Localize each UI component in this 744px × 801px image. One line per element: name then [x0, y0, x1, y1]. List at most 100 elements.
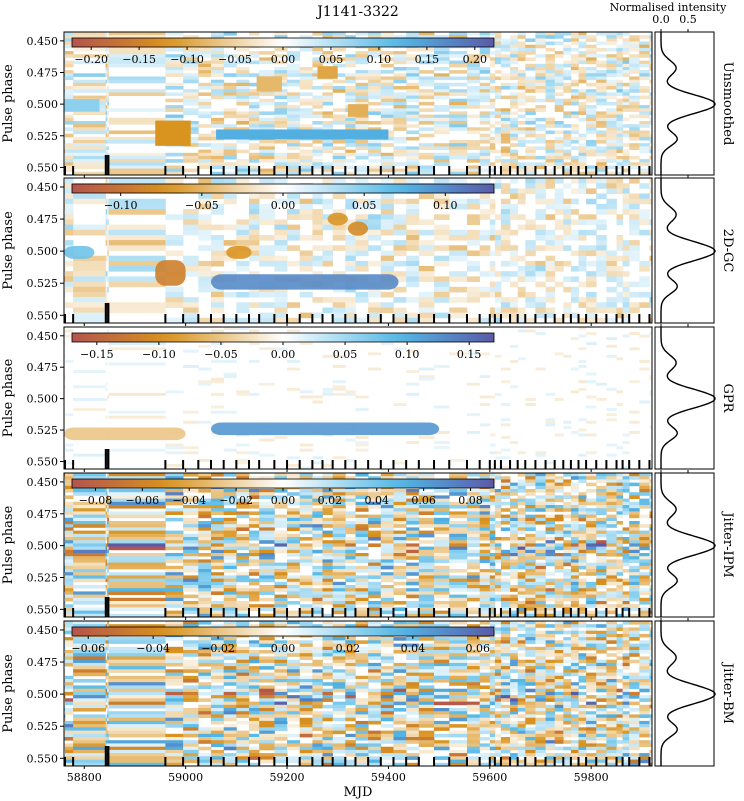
- heatmap-cell: [287, 463, 301, 467]
- heatmap-cell: [299, 209, 313, 215]
- heatmap-cell: [107, 588, 109, 592]
- heatmap-cell: [479, 98, 491, 103]
- heatmap-cell: [525, 117, 536, 122]
- heatmap-cell: [236, 610, 250, 615]
- heatmap-cell: [393, 127, 407, 131]
- heatmap-cell: [494, 133, 502, 138]
- heatmap-cell: [622, 581, 630, 586]
- heatmap-cell: [622, 473, 630, 477]
- heatmap-cell: [355, 121, 369, 125]
- heatmap-cell: [73, 549, 106, 554]
- heatmap-cell: [649, 183, 652, 189]
- colorbar-tick-label: 0.05: [333, 348, 358, 361]
- heatmap-cell: [563, 585, 572, 589]
- heatmap-cell: [65, 524, 74, 528]
- heatmap-cell: [545, 604, 556, 608]
- heatmap-cell: [494, 245, 502, 251]
- heatmap-cell: [434, 130, 450, 135]
- heatmap-cell: [107, 476, 109, 480]
- heatmap-cell: [489, 140, 496, 144]
- heatmap-cell: [606, 530, 617, 535]
- heatmap-cell: [616, 307, 623, 314]
- heatmap-cell: [107, 47, 109, 52]
- heatmap-cell: [345, 297, 356, 303]
- heatmap-cell: [345, 302, 356, 308]
- heatmap-cell: [510, 562, 519, 567]
- heatmap-cell: [563, 569, 572, 573]
- heatmap-cell: [570, 546, 579, 551]
- colorbar-tick-label: 0.00: [271, 199, 296, 212]
- heatmap-cell: [545, 588, 556, 592]
- heatmap-cell: [259, 98, 275, 103]
- heatmap-cell: [380, 114, 394, 119]
- heatmap-cell: [299, 111, 313, 115]
- heatmap-cell: [629, 524, 640, 528]
- heatmap-cell: [639, 260, 650, 267]
- heatmap-cell: [64, 565, 66, 570]
- heatmap-cell: [312, 198, 323, 205]
- heatmap-cell: [332, 317, 346, 323]
- heatmap-cell: [73, 229, 106, 236]
- heatmap-cell: [449, 527, 468, 531]
- heatmap-cell: [510, 385, 519, 389]
- heatmap-cell: [494, 498, 502, 503]
- heatmap-cell: [299, 159, 313, 163]
- heatmap-cell: [616, 255, 623, 262]
- heatmap-cell: [418, 240, 435, 246]
- heatmap-cell: [616, 533, 623, 538]
- heatmap-cell: [418, 375, 435, 379]
- heatmap-cell: [249, 124, 260, 128]
- heatmap-cell: [510, 588, 519, 592]
- heatmap-cell: [393, 581, 407, 586]
- heatmap-cell: [616, 588, 623, 592]
- heatmap-cell: [223, 146, 237, 150]
- heatmap-cell: [616, 219, 623, 225]
- y-axis-label: Pulse phase: [1, 64, 16, 143]
- heatmap-cell: [449, 121, 468, 125]
- heatmap-cell: [418, 367, 435, 371]
- heatmap-cell: [449, 101, 468, 106]
- heatmap-cell: [236, 165, 250, 170]
- heatmap-cell: [249, 235, 260, 241]
- heatmap-cell: [467, 543, 481, 547]
- heatmap-cell: [649, 255, 652, 262]
- heatmap-cell: [434, 214, 450, 220]
- heatmap-cell: [73, 198, 106, 205]
- heatmap-cell: [596, 111, 607, 115]
- heatmap-cell: [629, 70, 640, 74]
- heatmap-cell: [545, 276, 556, 282]
- heatmap-cell: [198, 203, 212, 210]
- heatmap-cell: [322, 533, 333, 538]
- heatmap-cell: [586, 601, 597, 605]
- heatmap-cell: [494, 214, 502, 220]
- heatmap-cell: [535, 549, 546, 554]
- heatmap-cell: [105, 229, 108, 236]
- heatmap-cell: [393, 214, 407, 220]
- heatmap-cell: [545, 291, 556, 298]
- heatmap-cell: [108, 511, 166, 515]
- heatmap-cell: [525, 569, 536, 573]
- heatmap-cell: [545, 76, 556, 81]
- heatmap-cell: [570, 114, 579, 119]
- heatmap-cell: [525, 517, 536, 522]
- heatmap-cell: [449, 155, 468, 160]
- heatmap-cell: [586, 511, 597, 515]
- heatmap-cell: [596, 511, 607, 515]
- heatmap-cell: [249, 530, 260, 535]
- heatmap-cell: [406, 271, 420, 277]
- heatmap-cell: [596, 47, 607, 52]
- heatmap-cell: [223, 372, 237, 376]
- heatmap-cell: [500, 517, 511, 522]
- heatmap-cell: [500, 95, 511, 100]
- heatmap-cell: [259, 517, 275, 522]
- heatmap-cell: [554, 556, 564, 560]
- heatmap-cell: [535, 281, 546, 288]
- heatmap-cell: [259, 575, 275, 579]
- heatmap-feature: [64, 246, 95, 259]
- heatmap-cell: [249, 250, 260, 257]
- heatmap-cell: [64, 354, 66, 358]
- heatmap-cell: [299, 489, 313, 493]
- heatmap-cell: [489, 540, 496, 544]
- heatmap-cell: [299, 473, 313, 477]
- heatmap-cell: [622, 281, 630, 288]
